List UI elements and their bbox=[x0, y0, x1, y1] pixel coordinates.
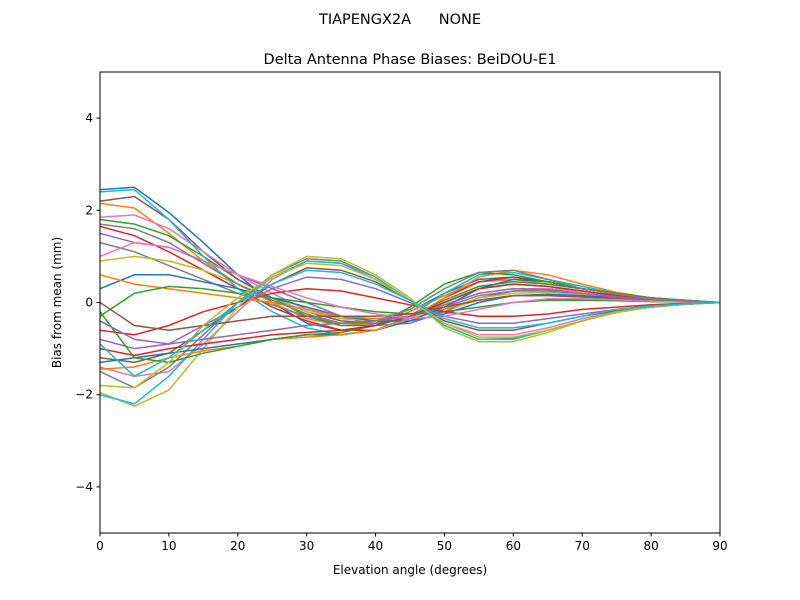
y-tick-label: 2 bbox=[85, 203, 93, 217]
x-tick-label: 60 bbox=[506, 539, 521, 553]
x-tick-label: 50 bbox=[437, 539, 452, 553]
x-axis: 0 10 20 30 40 50 60 70 80 90 bbox=[96, 533, 728, 553]
x-tick-label: 30 bbox=[299, 539, 314, 553]
series-line-23 bbox=[100, 271, 720, 364]
series-line-27 bbox=[100, 241, 720, 320]
x-tick-label: 90 bbox=[712, 539, 727, 553]
series-line-30 bbox=[100, 269, 720, 378]
x-axis-label: Elevation angle (degrees) bbox=[333, 563, 487, 577]
y-tick-label: 4 bbox=[85, 111, 93, 125]
x-tick-label: 70 bbox=[575, 539, 590, 553]
x-tick-label: 0 bbox=[96, 539, 104, 553]
y-tick-label: −4 bbox=[75, 480, 93, 494]
y-tick-label: 0 bbox=[85, 296, 93, 310]
chart-title: Delta Antenna Phase Biases: BeiDOU-E1 bbox=[264, 52, 557, 68]
x-tick-label: 10 bbox=[161, 539, 176, 553]
series-lines bbox=[100, 186, 720, 408]
y-axis: −4 −2 0 2 4 bbox=[75, 111, 100, 494]
suptitle: TIAPENGX2A NONE bbox=[318, 12, 481, 28]
series-line-14 bbox=[100, 287, 720, 336]
series-line-25 bbox=[100, 290, 720, 345]
x-tick-label: 80 bbox=[643, 539, 658, 553]
y-tick-label: −2 bbox=[75, 388, 93, 402]
x-tick-label: 40 bbox=[368, 539, 383, 553]
y-axis-label: Bias from mean (mm) bbox=[50, 237, 64, 368]
x-tick-label: 20 bbox=[230, 539, 245, 553]
series-line-28 bbox=[100, 223, 720, 324]
